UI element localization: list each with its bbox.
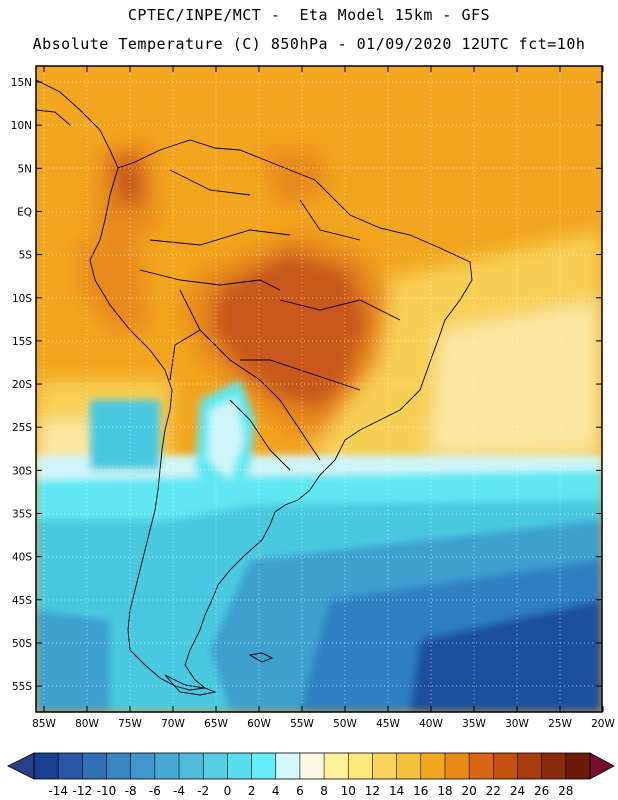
lat-label: 20S — [12, 379, 32, 391]
lon-label: 50W — [333, 718, 357, 730]
lon-label: 85W — [32, 718, 56, 730]
colorbar-label: -10 — [97, 784, 117, 798]
lat-label: 15N — [11, 77, 32, 89]
lat-label: 25S — [12, 422, 32, 434]
colorbar-swatch — [154, 753, 180, 779]
lon-label: 45W — [376, 718, 400, 730]
colorbar-swatch — [58, 753, 83, 779]
lon-label: 70W — [161, 718, 185, 730]
colorbar-label: 10 — [341, 784, 356, 798]
lon-label: 80W — [75, 718, 99, 730]
colorbar-swatch — [106, 753, 131, 779]
colorbar-label: 8 — [320, 784, 328, 798]
colorbar-label: -8 — [125, 784, 137, 798]
chart-title-line-2: Absolute Temperature (C) 850hPa - 01/09/… — [32, 35, 586, 53]
colorbar-swatch — [251, 753, 277, 779]
lat-label: 10S — [12, 293, 32, 305]
lon-label: 65W — [204, 718, 228, 730]
colorbar-label: 6 — [296, 784, 304, 798]
colorbar-swatch — [372, 753, 397, 779]
colorbar-label: 20 — [461, 784, 476, 798]
lat-label: EQ — [17, 206, 32, 218]
lat-label: 10N — [11, 120, 32, 132]
colorbar-label: -14 — [48, 784, 68, 798]
latitude-axis: 15N 10N 5N EQ 5S 10S 15S 20S 25S 30S 35S 40S 45S 50S 5… — [11, 77, 602, 693]
longitude-axis: 85W 80W 75W 70W 65W 60W 55W 50W 45W 40W 35W 30W 25W 2… — [32, 66, 615, 730]
lat-label: 5N — [17, 163, 32, 175]
colorbar-label: 28 — [558, 784, 573, 798]
lon-label: 75W — [118, 718, 142, 730]
colorbar-over-arrow — [589, 752, 615, 780]
colorbar-swatch — [541, 753, 567, 779]
lon-label: 25W — [548, 718, 572, 730]
lat-label: 15S — [12, 336, 32, 348]
colorbar-swatch — [565, 753, 591, 779]
colorbar-swatch — [227, 753, 252, 779]
colorbar-swatch — [517, 753, 542, 779]
colorbar-swatch — [324, 753, 349, 779]
colorbar: -14 -12 -10 -8 -6 -4 -2 0 2 4 6 8 10 12 14 16 18 20 22 24 26… — [7, 752, 615, 798]
colorbar-label: 26 — [534, 784, 549, 798]
lat-label: 35S — [12, 509, 32, 521]
lon-label: 20W — [591, 718, 615, 730]
colorbar-label: -4 — [173, 784, 185, 798]
colorbar-swatch — [179, 753, 204, 779]
colorbar-swatch — [275, 753, 301, 779]
colorbar-label: -2 — [197, 784, 209, 798]
colorbar-swatch — [82, 753, 107, 779]
colorbar-swatch — [130, 753, 156, 779]
map-frame — [35, 65, 603, 713]
colorbar-label: 24 — [510, 784, 525, 798]
lon-label: 35W — [462, 718, 486, 730]
lon-label: 60W — [247, 718, 271, 730]
colorbar-swatch — [420, 753, 446, 779]
colorbar-label: 16 — [413, 784, 428, 798]
coastlines — [36, 79, 473, 696]
colorbar-label: 4 — [272, 784, 280, 798]
colorbar-label: 14 — [389, 784, 404, 798]
colorbar-label: 2 — [248, 784, 256, 798]
colorbar-label: 12 — [365, 784, 380, 798]
chart-title-line-1: CPTEC/INPE/MCT - Eta Model 15km - GFS — [127, 6, 491, 24]
colorbar-swatch — [493, 753, 518, 779]
colorbar-swatch — [203, 753, 228, 779]
lat-label: 45S — [12, 595, 32, 607]
temperature-field — [36, 66, 602, 712]
lon-label: 40W — [419, 718, 443, 730]
lat-label: 55S — [12, 681, 32, 693]
lat-label: 30S — [12, 465, 32, 477]
colorbar-swatch — [396, 753, 422, 779]
colorbar-label: 18 — [437, 784, 452, 798]
lat-label: 50S — [12, 638, 32, 650]
colorbar-swatch — [469, 753, 494, 779]
colorbar-swatch — [34, 753, 59, 779]
colorbar-frame — [33, 752, 591, 780]
colorbar-label: -12 — [73, 784, 93, 798]
colorbar-swatch — [299, 753, 325, 779]
colorbar-label: -6 — [149, 784, 161, 798]
colorbar-label: 22 — [486, 784, 501, 798]
colorbar-swatch — [348, 753, 373, 779]
colorbar-label: 0 — [224, 784, 232, 798]
lat-label: 40S — [12, 552, 32, 564]
lon-label: 30W — [505, 718, 529, 730]
lat-label: 5S — [19, 250, 33, 262]
colorbar-under-arrow — [7, 752, 35, 780]
lon-label: 55W — [290, 718, 314, 730]
colorbar-swatch — [444, 753, 470, 779]
